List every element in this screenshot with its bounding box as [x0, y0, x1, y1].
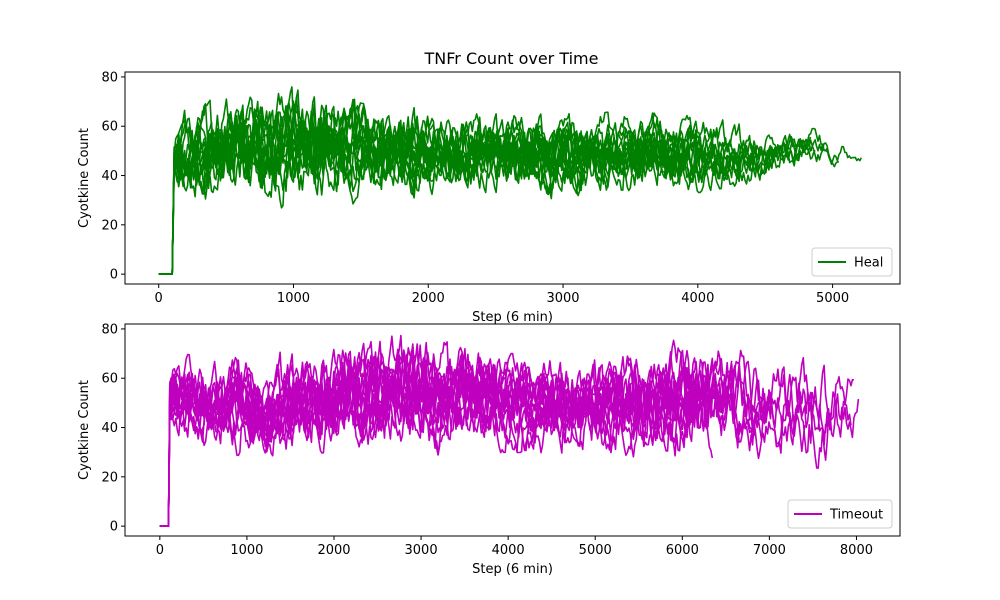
series-line	[158, 89, 718, 275]
series-line	[159, 340, 860, 527]
legend-box	[811, 247, 893, 277]
x-tick-label: 2000	[412, 291, 445, 306]
x-tick-label: 2000	[317, 543, 350, 558]
y-tick-label: 60	[101, 372, 118, 387]
x-tick-label: 4000	[492, 543, 525, 558]
x-tick-label: 1000	[277, 291, 310, 306]
y-axis-label: Cyotkine Count	[77, 380, 92, 480]
y-axis-label: Cyotkine Count	[77, 128, 92, 228]
series-line	[158, 96, 812, 275]
y-tick-label: 20	[101, 470, 118, 485]
x-tick-label: 0	[156, 543, 164, 558]
plot-area	[124, 71, 901, 285]
heal-panel: 0 1000 2000 3000 4000 5000 0 20 40 60 80 Step (6 mi…	[77, 70, 901, 325]
x-tick-label: 5000	[816, 291, 849, 306]
y-tick-label: 80	[101, 322, 118, 337]
x-tick-label: 3000	[405, 543, 438, 558]
timeout-panel: 0 1000 2000 3000 4000 5000 6000 7000 8000 0 20 40 60…	[77, 322, 901, 577]
x-tick-label: 4000	[681, 291, 714, 306]
x-tick-label: 3000	[546, 291, 579, 306]
series-line	[158, 86, 736, 275]
x-tick-label: 7000	[753, 543, 786, 558]
legend-label: Heal	[854, 256, 883, 271]
x-axis-label: Step (6 min)	[472, 310, 553, 325]
y-tick-label: 40	[101, 421, 118, 436]
x-tick-label: 1000	[230, 543, 263, 558]
legend: Timeout	[787, 499, 893, 529]
x-tick-label: 6000	[666, 543, 699, 558]
legend-box	[787, 499, 893, 529]
y-tick-label: 40	[101, 169, 118, 184]
legend-label: Timeout	[829, 508, 883, 523]
x-tick-label: 5000	[579, 543, 612, 558]
y-tick-label: 0	[110, 268, 118, 283]
chart-title: TNFr Count over Time	[424, 49, 599, 68]
y-tick-label: 20	[101, 218, 118, 233]
y-tick-label: 60	[101, 120, 118, 135]
y-tick-label: 0	[110, 520, 118, 535]
series-line	[159, 351, 806, 527]
y-tick-label: 80	[101, 70, 118, 85]
legend: Heal	[811, 247, 893, 277]
series-heal	[158, 86, 863, 275]
series-line	[159, 343, 852, 527]
series-timeout	[159, 334, 860, 527]
x-tick-label: 8000	[840, 543, 873, 558]
x-tick-label: 0	[155, 291, 163, 306]
x-axis-label: Step (6 min)	[472, 562, 553, 577]
